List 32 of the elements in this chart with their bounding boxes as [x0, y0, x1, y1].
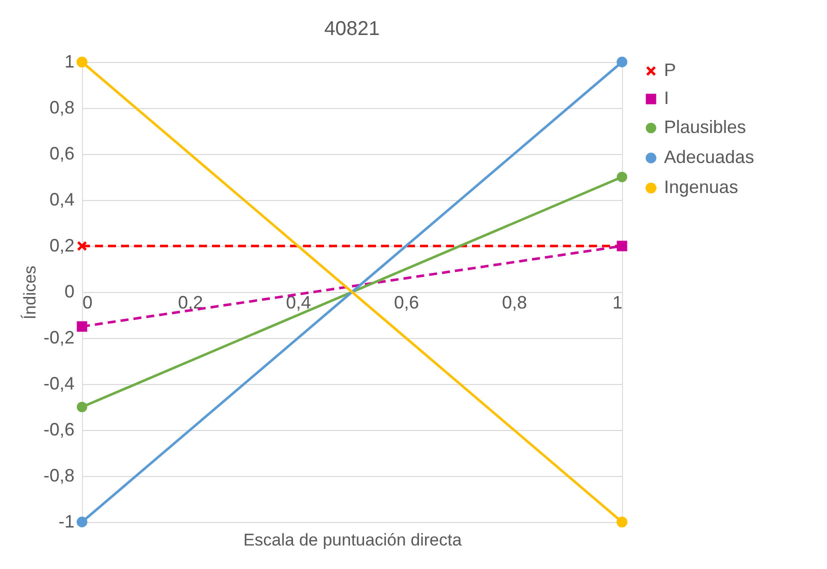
x-tick-label: 1 — [612, 292, 622, 312]
y-tick-label: -0,2 — [43, 328, 74, 348]
y-tick-label: 0,2 — [49, 236, 74, 256]
y-tick-label: 1 — [64, 52, 74, 72]
legend-label: Adecuadas — [664, 147, 754, 167]
y-tick-label: 0,4 — [49, 190, 74, 210]
point — [76, 516, 88, 528]
x-tick-label: 0 — [82, 292, 93, 312]
point — [616, 172, 628, 182]
point — [76, 56, 88, 68]
x-tick-label: 0,2 — [178, 292, 204, 312]
y-tick-label: -1 — [58, 512, 74, 532]
legend-label: Plausibles — [664, 117, 746, 137]
point — [616, 56, 628, 68]
point — [76, 402, 88, 412]
legend-label: I — [664, 88, 670, 108]
x-tick-label: 0,4 — [286, 292, 312, 312]
x-tick-label: 0,8 — [502, 292, 528, 312]
legend-label: Ingenuas — [664, 177, 738, 197]
x-axis-title: Escala de puntuación directa — [243, 530, 462, 550]
point — [616, 516, 628, 528]
y-tick-label: -0,4 — [43, 374, 74, 394]
point — [76, 321, 88, 332]
point — [76, 240, 88, 252]
x-tick-label: 0,6 — [394, 292, 420, 312]
chart-title: 40821 — [324, 18, 380, 40]
y-tick-label: 0,6 — [49, 144, 74, 164]
y-tick-label: -0,8 — [43, 466, 74, 486]
legend-label: P — [664, 60, 676, 80]
y-axis-title: Índices — [20, 266, 40, 320]
y-tick-label: -0,6 — [43, 420, 74, 440]
y-tick-label: 0,8 — [49, 98, 74, 118]
